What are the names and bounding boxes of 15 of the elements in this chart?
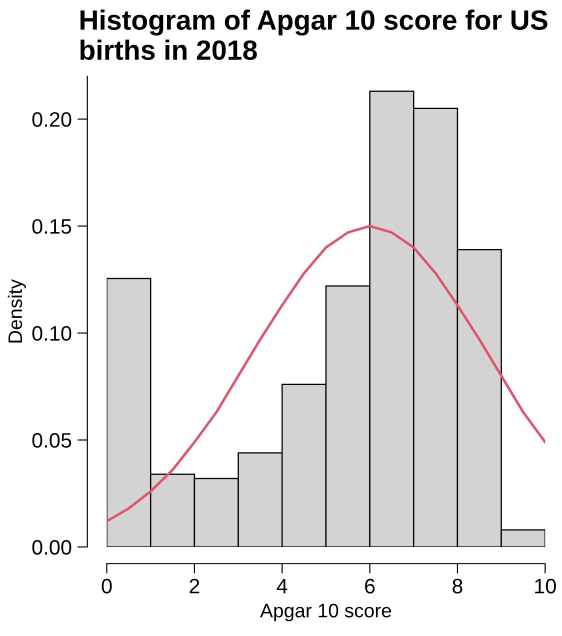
x-tick-label: 0 [102,578,112,594]
x-tick-label: 10 [535,578,556,594]
y-tick-label: 0.00 [32,540,72,555]
chart-title: Histogram of Apgar 10 score for US births in 2018 [80,10,548,60]
x-tick-label: 2 [190,578,200,594]
y-tick-label: 0.15 [32,219,72,234]
x-axis-title: Apgar 10 score [260,604,392,622]
y-tick-label: 0.20 [32,112,72,127]
line-series [106,224,546,523]
x-tick-label: 4 [276,578,288,594]
x-tick-label: 8 [452,578,462,594]
y-axis-title: Density [8,279,26,342]
y-tick-label: 0.10 [32,326,72,341]
y-tick-label: 0.05 [32,433,72,448]
x-tick-label: 6 [365,578,375,594]
